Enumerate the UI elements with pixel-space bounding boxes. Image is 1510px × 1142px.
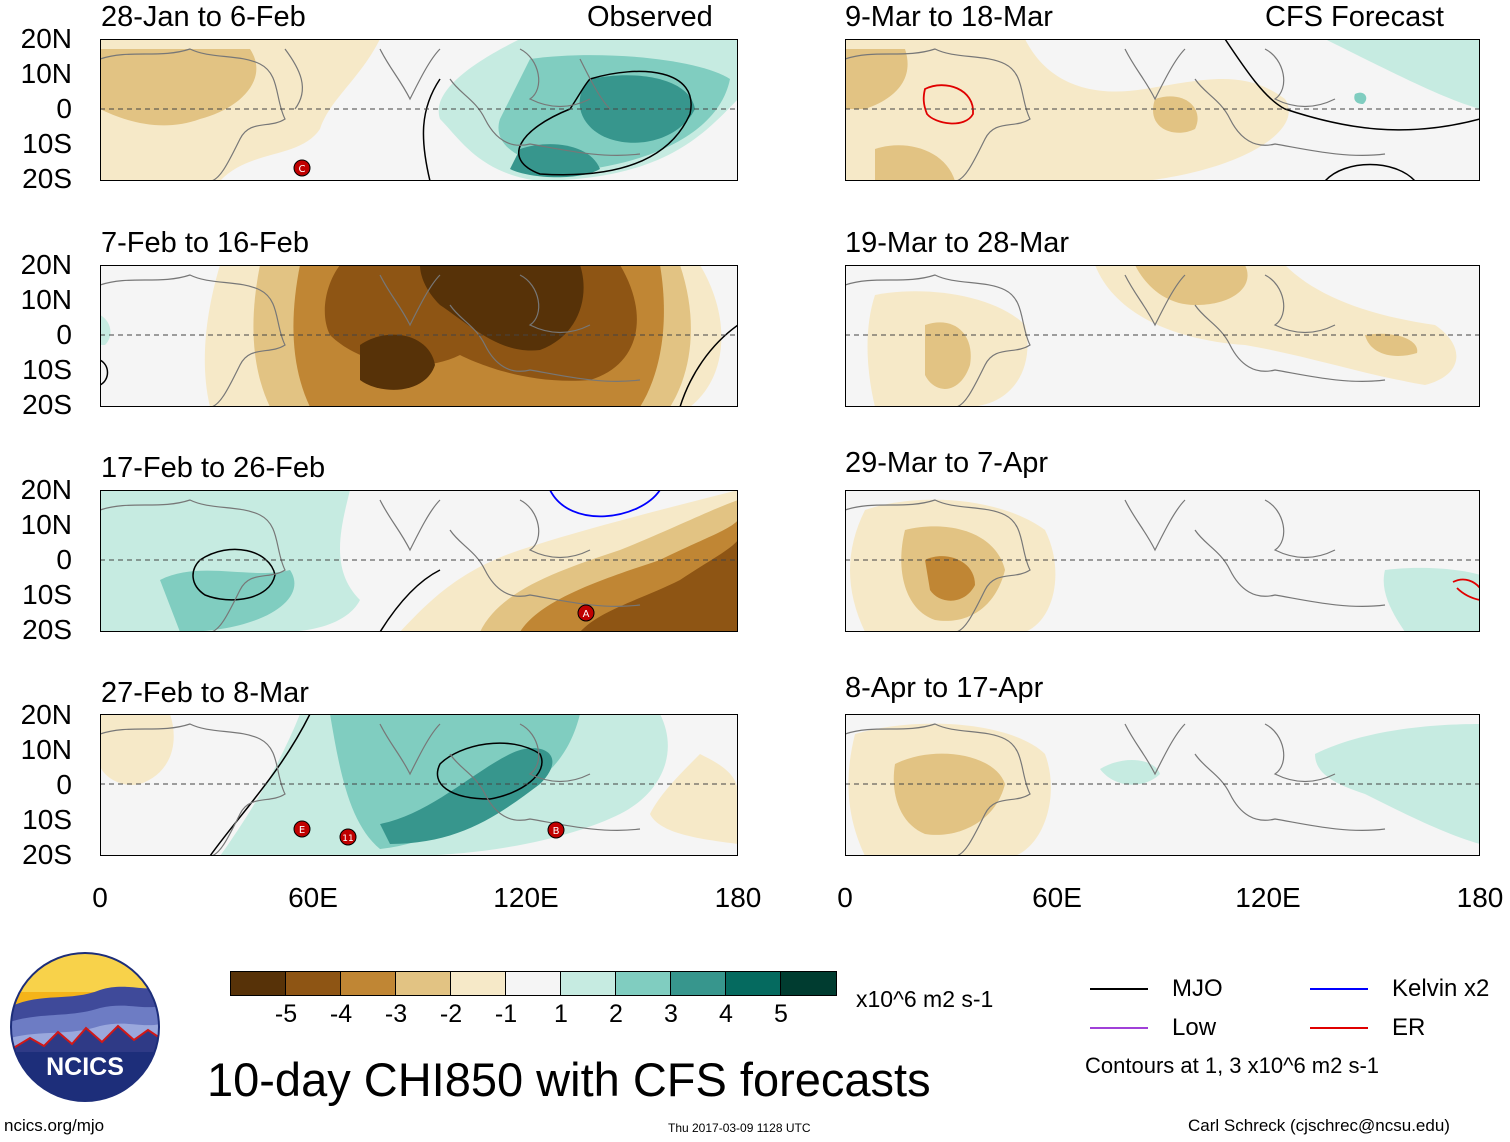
forecast-label: CFS Forecast: [1265, 1, 1444, 33]
lon-label: 60E: [288, 882, 338, 913]
storm-marker: 11: [339, 828, 357, 846]
map-panel-8: [845, 714, 1480, 856]
storm-label: 11: [342, 834, 353, 844]
colorbar-tick-label: -2: [439, 1000, 463, 1028]
lat-label: 0: [56, 319, 72, 350]
panel-title-8: 8-Apr to 17-Apr: [845, 672, 1044, 704]
legend-line-er: [1310, 1027, 1368, 1029]
lon-label: 0: [92, 882, 108, 913]
lat-label: 20N: [20, 699, 72, 730]
lat-label: 10N: [20, 284, 72, 315]
lon-label: 0: [837, 882, 853, 913]
legend-line-low: [1090, 1027, 1148, 1029]
colorbar-swatch: [451, 972, 506, 995]
colorbar-tick-label: -3: [384, 1000, 408, 1028]
lat-label: 20N: [20, 474, 72, 505]
storm-label: C: [299, 164, 306, 175]
colorbar-tick-label: 4: [719, 1000, 733, 1028]
storm-marker: C: [293, 159, 311, 177]
observed-label: Observed: [587, 1, 713, 33]
lat-label: 0: [56, 93, 72, 124]
storm-label: E: [299, 825, 305, 836]
lat-label: 10S: [22, 128, 72, 159]
colorbar-units: x10^6 m2 s-1: [856, 986, 994, 1012]
lon-label: 120E: [1235, 882, 1301, 913]
colorbar-swatch: [506, 972, 561, 995]
map-panel-5: [845, 39, 1480, 181]
panel-title-3: 17-Feb to 26-Feb: [101, 452, 326, 484]
legend-label-er: ER: [1392, 1014, 1426, 1041]
lat-label: 20S: [22, 839, 72, 870]
contour-note: Contours at 1, 3 x10^6 m2 s-1: [1085, 1053, 1380, 1078]
lat-label: 0: [56, 544, 72, 575]
colorbar-tick-label: 2: [609, 1000, 623, 1028]
colorbar-swatch: [561, 972, 616, 995]
lat-label: 20N: [20, 23, 72, 54]
colorbar-tick-label: 5: [774, 1000, 788, 1028]
colorbar-swatch: [616, 972, 671, 995]
legend-label-low: Low: [1172, 1014, 1217, 1041]
colorbar-tick-label: 3: [664, 1000, 678, 1028]
colorbar-tick-label: -5: [274, 1000, 298, 1028]
panel-title-5: 9-Mar to 18-Mar: [845, 1, 1053, 33]
lat-label: 10N: [20, 734, 72, 765]
lon-label: 180: [1456, 882, 1504, 913]
legend-label-mjo: MJO: [1172, 975, 1223, 1002]
storm-marker: B: [547, 821, 565, 839]
colorbar-swatch: [396, 972, 451, 995]
lat-label: 20S: [22, 389, 72, 420]
lat-label: 10S: [22, 804, 72, 835]
lat-label: 10S: [22, 579, 72, 610]
map-panel-4: [100, 714, 738, 856]
lat-label: 10S: [22, 354, 72, 385]
legend-line-kelvin: [1310, 988, 1368, 990]
colorbar-swatch: [231, 972, 286, 995]
map-panel-1: [100, 39, 738, 181]
lon-label: 180: [714, 882, 762, 913]
timestamp: Thu 2017-03-09 1128 UTC: [668, 1121, 811, 1135]
main-title: 10-day CHI850 with CFS forecasts: [207, 1053, 931, 1106]
colorbar-swatch: [286, 972, 341, 995]
map-panel-7: [845, 490, 1480, 632]
lat-label: 20S: [22, 614, 72, 645]
logo-text: NCICS: [46, 1053, 124, 1081]
website-link[interactable]: ncics.org/mjo: [4, 1116, 105, 1135]
storm-label: A: [583, 609, 590, 620]
map-panel-2: [100, 265, 738, 407]
colorbar-tick-label: -4: [329, 1000, 353, 1028]
legend-label-kelvin: Kelvin x2: [1392, 975, 1490, 1002]
colorbar-swatch: [781, 972, 836, 995]
lat-label: 10N: [20, 509, 72, 540]
map-panel-3: [100, 490, 738, 632]
colorbar-tick-label: 1: [554, 1000, 568, 1028]
legend-line-mjo: [1090, 988, 1148, 990]
storm-marker: A: [577, 604, 595, 622]
storm-label: B: [553, 826, 560, 837]
lat-label: 20S: [22, 163, 72, 194]
colorbar-swatch: [341, 972, 396, 995]
panel-title-1: 28-Jan to 6-Feb: [101, 1, 306, 33]
panel-title-7: 29-Mar to 7-Apr: [845, 447, 1049, 479]
lat-label: 0: [56, 769, 72, 800]
ncics-logo: NCICS: [10, 952, 160, 1102]
author-credit: Carl Schreck (cjschrec@ncsu.edu): [1188, 1116, 1450, 1135]
panel-title-2: 7-Feb to 16-Feb: [101, 227, 309, 259]
lat-label: 20N: [20, 249, 72, 280]
lon-label: 60E: [1032, 882, 1082, 913]
lat-label: 10N: [20, 58, 72, 89]
storm-marker: E: [293, 820, 311, 838]
colorbar-swatch: [671, 972, 726, 995]
colorbar: [230, 971, 837, 996]
panel-title-4: 27-Feb to 8-Mar: [101, 677, 309, 709]
colorbar-swatch: [726, 972, 781, 995]
lon-label: 120E: [493, 882, 559, 913]
colorbar-tick-label: -1: [494, 1000, 518, 1028]
map-panel-6: [845, 265, 1480, 407]
panel-title-6: 19-Mar to 28-Mar: [845, 227, 1070, 259]
